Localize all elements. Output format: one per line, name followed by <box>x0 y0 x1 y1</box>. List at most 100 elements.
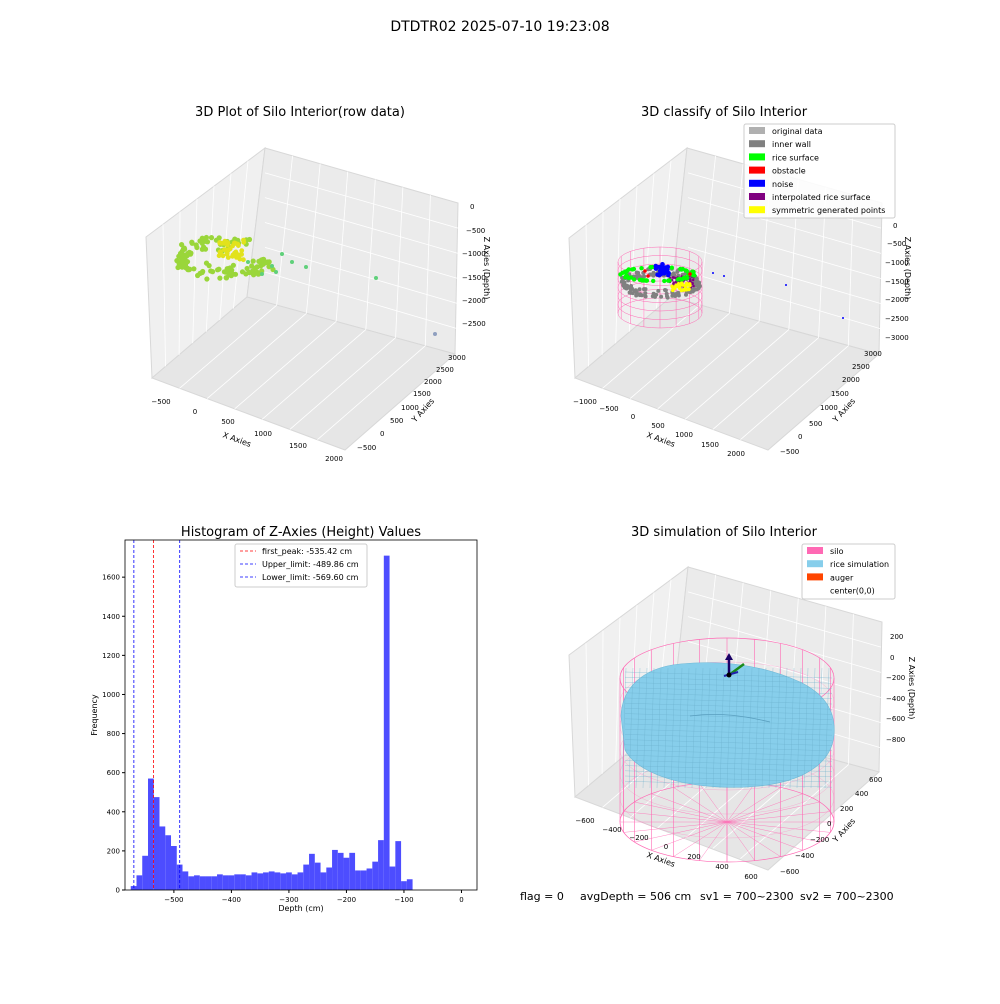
simulation-plot-gridline <box>585 643 589 786</box>
rice-surface-point <box>675 277 681 282</box>
noise-point <box>785 284 787 286</box>
histogram-legend-label: first_peak: -535.42 cm <box>262 547 352 556</box>
inner-wall-point <box>696 286 701 291</box>
inner-wall-point <box>676 293 681 298</box>
classify-plot-legend: original data inner wall rice surface obsta… <box>743 123 896 219</box>
noise-point <box>842 317 844 319</box>
histogram-y-tick-label: 600 <box>107 769 120 777</box>
rice-mesh-line <box>624 718 833 725</box>
raw-data-point <box>261 256 267 262</box>
classify-legend-swatch <box>749 179 765 187</box>
classify-y-tick: 1000 <box>820 404 838 412</box>
histogram-y-tick-label: 1000 <box>102 691 120 699</box>
raw-plot-x-tick-labels: −500 0 500 1000 1500 2000 <box>151 398 343 463</box>
histogram-y-tick-label: 1400 <box>102 613 120 621</box>
raw-data-point <box>230 271 236 277</box>
classify-x-tick: 2000 <box>727 450 745 458</box>
silo-floor-spoke <box>726 821 781 857</box>
raw-data-point <box>260 272 264 276</box>
simulation-plot-gridline <box>687 591 882 648</box>
simulation-plot-x-tick-labels: −600 −400 −200 0 200 400 600 <box>575 817 757 881</box>
classify-z-tick: −500 <box>887 240 906 248</box>
simulation-x-tick: 200 <box>687 853 700 861</box>
raw-plot-gridlines <box>162 155 459 441</box>
interpolated-surface-point <box>688 278 692 282</box>
histogram-bar <box>142 855 148 890</box>
classify-x-tick: 500 <box>651 422 664 430</box>
histogram-x-axis-label: Depth (cm) <box>278 904 323 913</box>
raw-y-tick: 1500 <box>413 390 431 398</box>
raw-data-point <box>225 255 231 260</box>
rice-mesh-line <box>656 667 662 789</box>
raw-plot-gridline <box>234 321 337 410</box>
raw-plot-gridline <box>262 329 367 420</box>
classify-plot-points <box>618 262 844 319</box>
raw-plot-gridline <box>264 222 459 279</box>
inner-wall-point <box>654 292 659 297</box>
histogram-bar <box>291 874 298 890</box>
raw-data-point <box>189 239 195 245</box>
interpolated-surface-point <box>691 278 695 282</box>
rice-surface-point <box>641 278 646 283</box>
raw-plot-gridline <box>178 211 181 355</box>
classify-z-tick: −2000 <box>885 296 909 304</box>
raw-plot-gridline <box>233 160 249 309</box>
classify-plot-floor-pane <box>574 296 881 451</box>
flag-status: flag = 0 <box>520 890 564 903</box>
silo-floor-spoke <box>726 787 781 823</box>
silo-floor-spoke <box>699 783 728 823</box>
simulation-legend-frame <box>801 543 896 600</box>
classify-plot-gridline <box>687 271 882 330</box>
classify-plot-gridline <box>687 222 882 279</box>
inner-wall-point <box>630 286 634 291</box>
simulation-x-tick: −600 <box>575 817 594 825</box>
simulation-plot-gridline <box>615 617 621 763</box>
noise-point <box>663 268 668 274</box>
rice-surface-point <box>624 268 630 274</box>
raw-data-point <box>230 252 236 258</box>
raw-data-point <box>180 252 186 258</box>
simulation-plot-z-tick-labels: 200 0 −200 −400 −600 −800 <box>886 633 905 744</box>
classify-plot-gridline <box>629 312 730 399</box>
simulation-x-tick: 600 <box>744 873 757 881</box>
inner-wall-point <box>659 294 664 299</box>
simulation-y-tick: 0 <box>827 820 831 828</box>
histogram-bar <box>234 874 241 890</box>
raw-z-tick: −2500 <box>462 320 486 328</box>
classify-plot-panes <box>568 146 883 451</box>
symmetric-generated-point <box>679 282 684 287</box>
histogram-bar <box>222 875 229 890</box>
rice-mesh-line <box>691 667 697 789</box>
raw-data-point <box>184 259 191 265</box>
classify-plot-z-axis-label: Z Axies (Depth) <box>903 237 912 300</box>
rice-surface-point <box>680 266 685 272</box>
classify-legend-swatch <box>749 206 765 214</box>
simulation-y-tick: 200 <box>840 805 853 813</box>
simulation-x-tick: 400 <box>715 863 728 871</box>
simulation-plot-title: 3D simulation of Silo Interior <box>631 525 818 540</box>
classify-plot-gridline <box>699 155 716 306</box>
rice-mesh-line <box>684 667 690 789</box>
raw-y-tick: 3000 <box>448 354 466 362</box>
inner-wall-point <box>634 293 639 298</box>
raw-data-point <box>253 265 259 271</box>
raw-data-point <box>374 276 378 280</box>
classify-plot-gridline <box>685 329 790 420</box>
raw-data-point <box>222 247 227 253</box>
simulation-x-tick: 0 <box>664 843 668 851</box>
raw-z-tick: −2000 <box>462 297 486 305</box>
rice-mesh-line <box>796 667 802 789</box>
histogram-x-tick-label: −400 <box>222 896 241 904</box>
histogram-x-tick-label: −300 <box>279 896 298 904</box>
silo-floor-spoke <box>726 821 820 843</box>
symmetric-generated-point <box>688 283 692 288</box>
inner-wall-point <box>697 280 702 285</box>
histogram-bar <box>182 871 189 890</box>
histogram-x-ticks: −500 −400 −300 −200 −100 0 <box>164 890 464 904</box>
histogram-bar <box>263 872 269 890</box>
raw-data-point <box>191 266 197 272</box>
classify-z-tick: −2500 <box>885 315 909 323</box>
simulation-x-tick: −200 <box>629 834 648 842</box>
histogram-bar <box>314 862 321 890</box>
raw-z-tick: −1500 <box>462 274 486 282</box>
